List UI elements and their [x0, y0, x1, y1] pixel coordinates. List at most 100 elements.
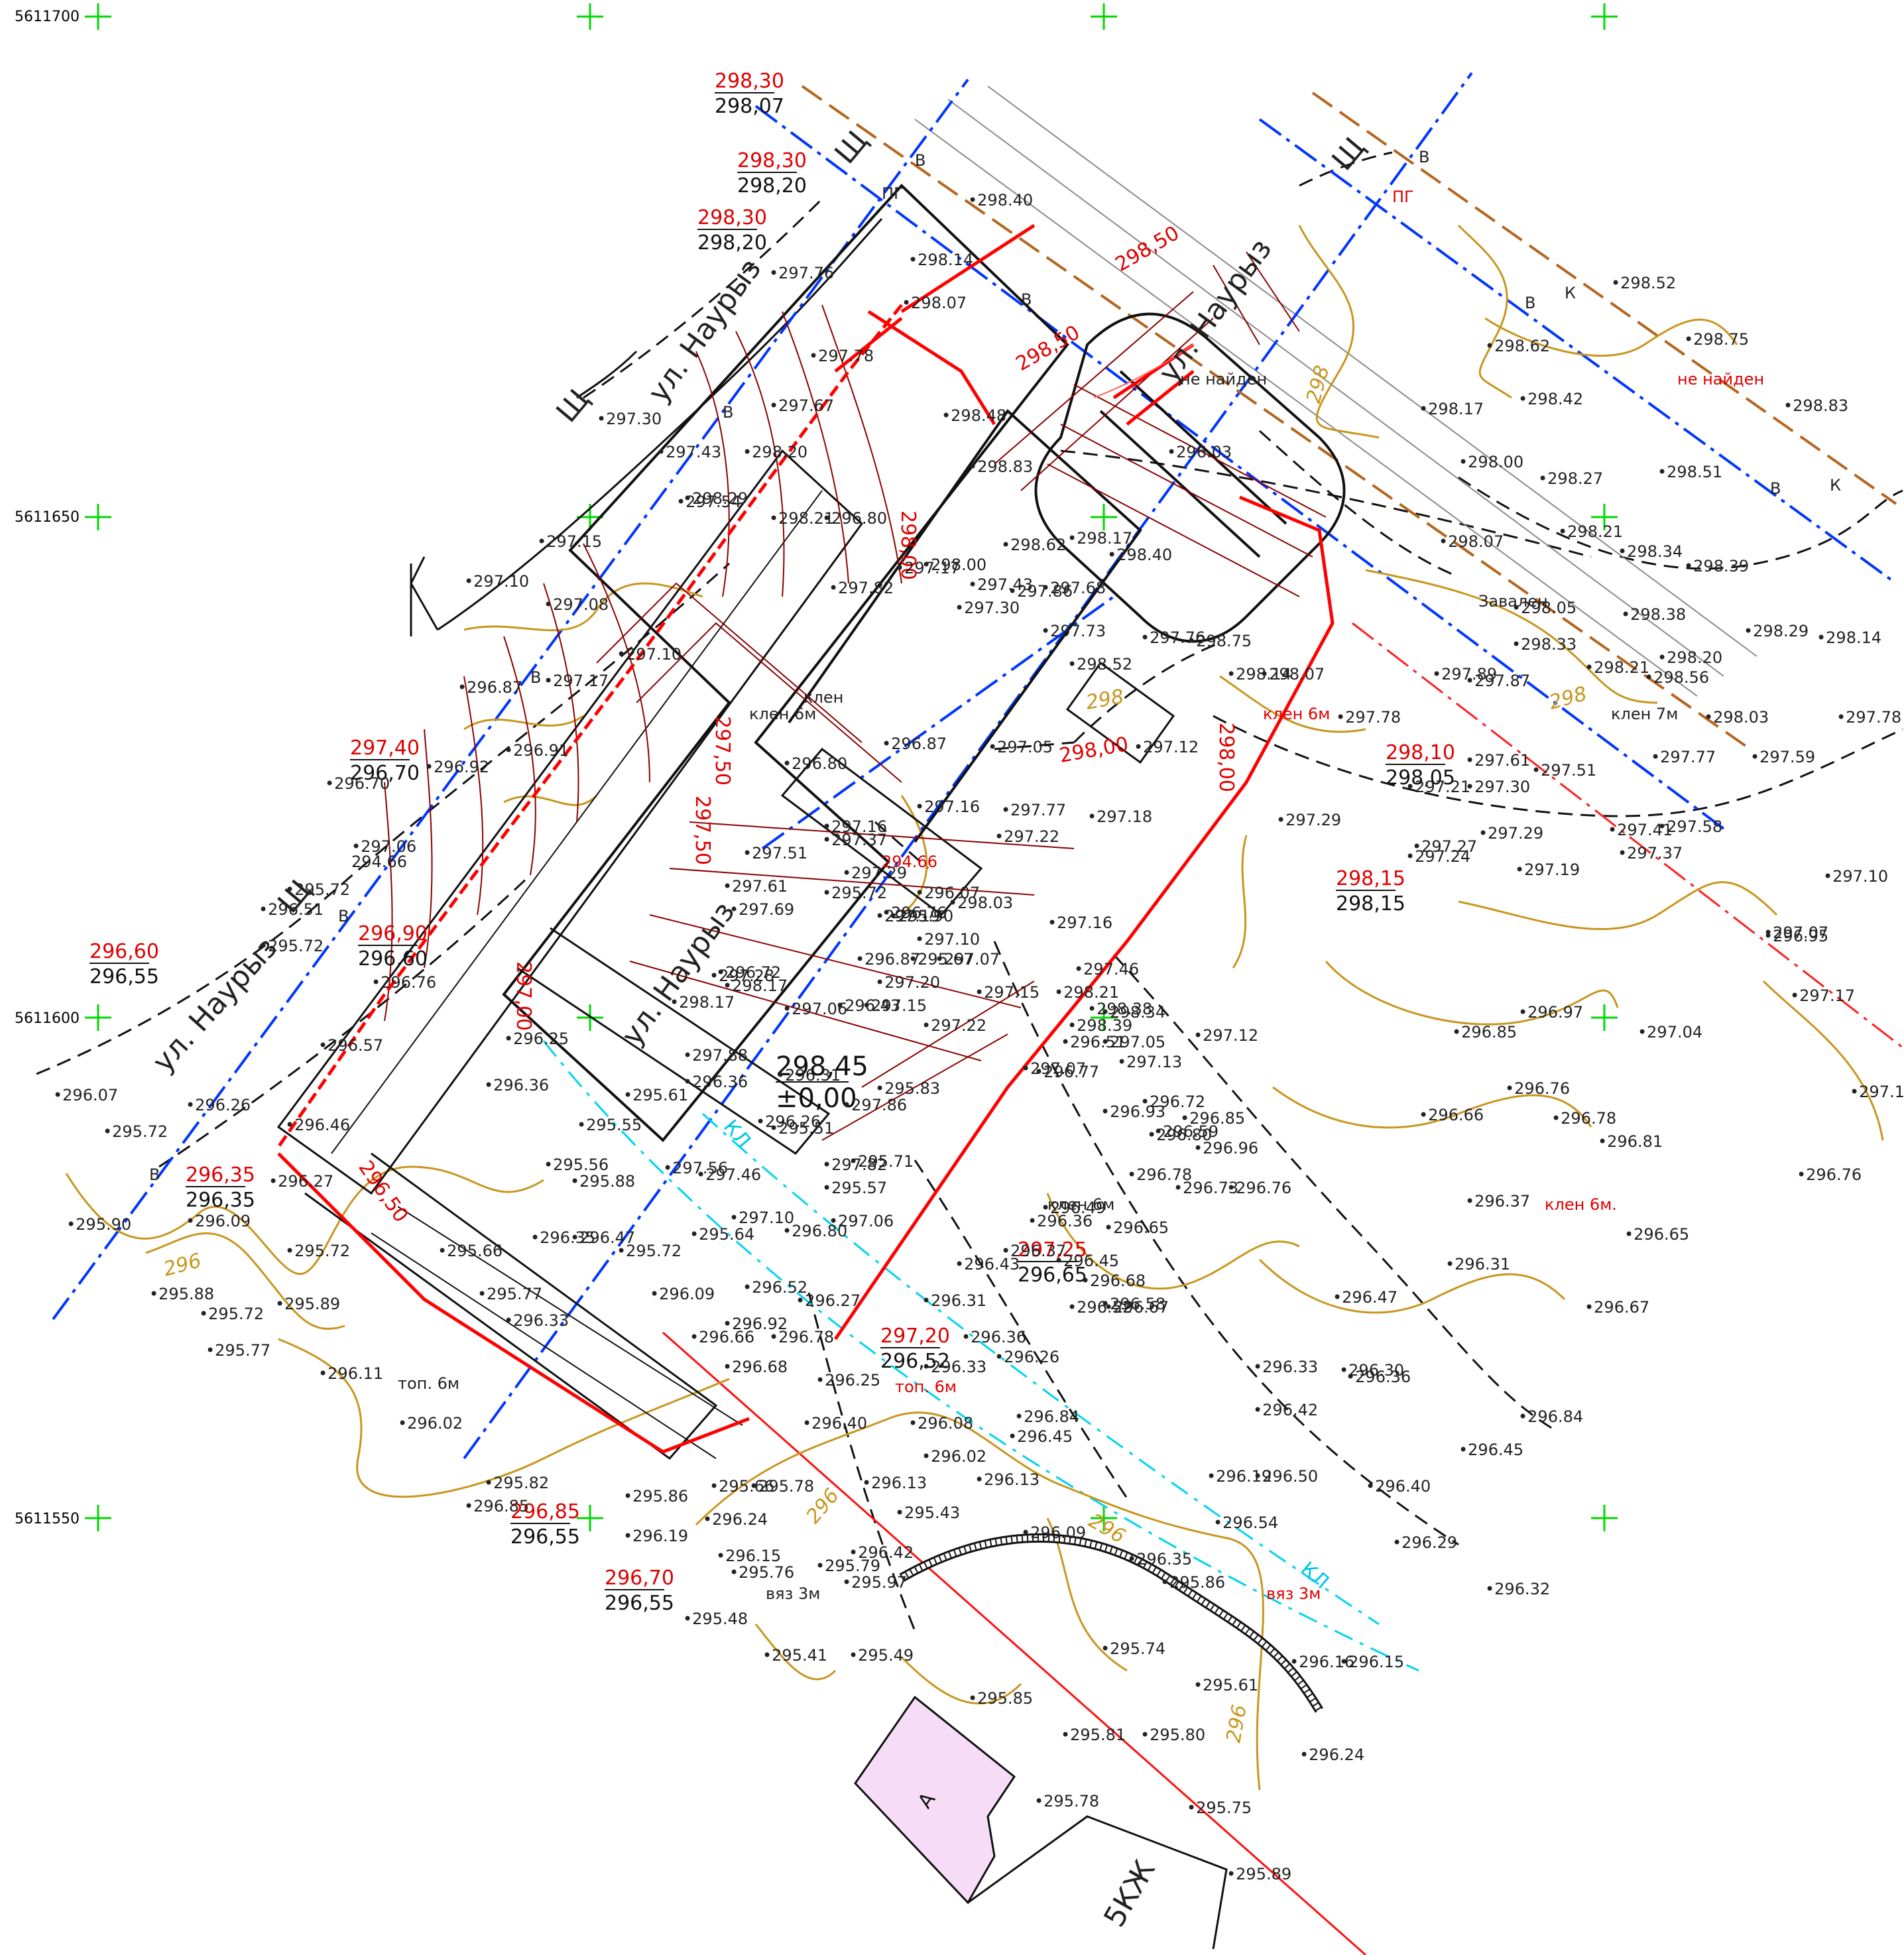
spot-height: •296.40: [1366, 1477, 1431, 1496]
spot-height: •298.34: [1101, 1003, 1165, 1022]
spot-height: •298.48: [941, 406, 1006, 425]
spot-height: •296.81: [1598, 1132, 1663, 1151]
spot-height: •296.52: [743, 1278, 807, 1297]
spot-height: •296.25: [815, 1371, 880, 1390]
tree-label: клен: [803, 688, 843, 707]
spot-height: •297.29: [842, 864, 907, 882]
spot-height: •297.76: [1140, 628, 1205, 647]
spot-height: •296.19: [623, 1527, 688, 1545]
spot-height: •296.27: [268, 1172, 333, 1191]
spot-height: •296.93: [1101, 1102, 1165, 1121]
spot-height: •296.45: [1008, 1427, 1073, 1446]
spot-height: •296.24: [703, 1510, 768, 1529]
spot-height: •296.40: [802, 1414, 867, 1433]
svg-text:296,35: 296,35: [186, 1189, 255, 1212]
spot-height: •296.19: [1207, 1467, 1272, 1486]
spot-height: •296.72: [716, 963, 781, 982]
spot-height: •296.52: [1067, 1298, 1132, 1317]
spot-height: •297.30: [955, 599, 1020, 617]
spot-height: •296.07: [915, 884, 980, 902]
spot-height: •297.10: [1823, 867, 1888, 886]
water-marker: В: [1419, 148, 1429, 166]
spot-height: •295.83: [875, 1079, 940, 1098]
svg-text:298,20: 298,20: [737, 174, 807, 198]
spot-height: •298.83: [968, 457, 1033, 476]
spot-height: •297.30: [1465, 778, 1530, 796]
spot-height: •296.87: [855, 950, 920, 969]
hydrant-label: ПГ: [882, 184, 904, 203]
roof-mark: 298,00: [1057, 733, 1130, 768]
spot-height: •296.09: [186, 1212, 251, 1230]
spot-height: •297.89: [1432, 665, 1497, 683]
spot-height: •295.61: [623, 1086, 688, 1104]
spot-height: •297.67: [769, 396, 834, 415]
contour-label: 298: [1547, 682, 1589, 715]
spot-height: •297.24: [1405, 847, 1470, 866]
spot-height: •297.86: [1008, 582, 1073, 601]
spot-height: •295.72: [285, 1242, 350, 1260]
contour-label: 298: [1084, 685, 1125, 714]
spot-height: •295.71: [849, 1152, 914, 1171]
spot-height: •296.36: [1346, 1368, 1411, 1386]
spot-height: •295.77: [206, 1341, 270, 1360]
spot-height: •296.85: [1180, 1109, 1245, 1128]
building-outline: [276, 184, 1346, 1460]
grid-labels: 5611700 5611650 5611600 5611550: [15, 9, 80, 1527]
spot-height: •296.91: [504, 741, 569, 760]
spot-height: •296.84: [1518, 1407, 1583, 1426]
design-boundary: [276, 223, 1335, 1454]
tree-label: клен 6м.: [1545, 1195, 1617, 1214]
spot-height: •296.36: [961, 1328, 1026, 1346]
svg-text:296,85: 296,85: [510, 1500, 580, 1523]
spot-height: •296.35: [530, 1228, 595, 1247]
roof-mark: 298,00: [1215, 723, 1238, 792]
svg-text:298,10: 298,10: [1386, 741, 1455, 764]
spot-height: •297.22: [922, 1016, 986, 1035]
svg-text:296,35: 296,35: [186, 1163, 255, 1187]
spot-height: •296.87: [882, 735, 947, 753]
water-lines: [52, 72, 1897, 1460]
tree-label: клен 6м: [749, 705, 816, 723]
spot-height: •298.39: [1067, 1016, 1132, 1035]
spot-height: •296.25: [504, 1030, 569, 1048]
spot-height: •296.95: [1763, 927, 1828, 945]
spot-height: •297.69: [729, 900, 794, 919]
spot-height: •297.88: [683, 1046, 748, 1065]
spot-height: •298.17: [1067, 529, 1132, 548]
spot-height: •295.81: [1061, 1726, 1126, 1744]
spot-height: •295.78: [749, 1477, 814, 1496]
spot-height: •295.88: [149, 1285, 214, 1303]
contour-lines: [65, 224, 1884, 1791]
spot-height: •295.89: [275, 1295, 340, 1313]
spot-height: •297.59: [1750, 748, 1815, 766]
spot-height: •297.10: [464, 572, 529, 591]
tree-label: топ. 6м: [398, 1374, 459, 1393]
spot-height: •297.06: [782, 1000, 847, 1018]
grid-crosses: [85, 3, 1618, 1531]
tree-label: вяз 3м: [766, 1584, 820, 1603]
spot-height: •296.36: [484, 1076, 549, 1095]
spot-height: •295.74: [1101, 1639, 1165, 1658]
roof-mark: 297,50: [711, 716, 734, 786]
spot-height: •298.14: [908, 251, 973, 269]
spot-height: •296.54: [1213, 1513, 1278, 1532]
spot-height: •297.07: [1763, 923, 1828, 942]
spot-height: •295.72: [103, 1122, 168, 1141]
svg-text:298,07: 298,07: [715, 95, 784, 118]
spot-height: •296.80: [782, 1222, 847, 1240]
spot-height: •297.78: [1336, 708, 1401, 727]
spot-height: •297.30: [597, 410, 662, 428]
spot-height: •298.17: [723, 977, 788, 995]
spot-height: •297.08: [544, 595, 609, 614]
spot-height: •296.13: [862, 1474, 927, 1492]
spot-height: •295.43: [895, 1504, 960, 1522]
spot-height: •296.26: [756, 1112, 821, 1131]
spot-height: •296.27: [796, 1291, 861, 1310]
spot-height: •295.66: [438, 1242, 503, 1260]
spot-height: •296.78: [1127, 1165, 1192, 1184]
spot-height: •295.55: [577, 1116, 642, 1134]
